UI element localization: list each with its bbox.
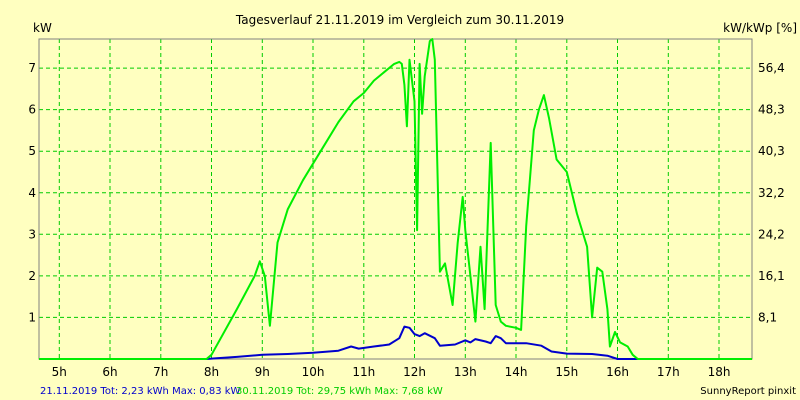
y-tick-label-left-1: 1 <box>28 310 36 324</box>
y-tick-label-right-48,3: 48,3 <box>758 103 785 117</box>
x-tick-label-9h: 9h <box>255 365 270 379</box>
y-tick-label-right-24,2: 24,2 <box>758 227 785 241</box>
y-tick-label-left-6: 6 <box>28 103 36 117</box>
y-tick-label-left-2: 2 <box>28 269 36 283</box>
series-line-21.11.2019 <box>39 325 752 360</box>
y-tick-label-left-3: 3 <box>28 227 36 241</box>
x-tick-label-12h: 12h <box>403 365 426 379</box>
x-tick-label-14h: 14h <box>505 365 528 379</box>
y-tick-label-left-7: 7 <box>28 61 36 75</box>
y-tick-label-right-40,3: 40,3 <box>758 144 785 158</box>
x-tick-label-16h: 16h <box>606 365 629 379</box>
x-tick-label-5h: 5h <box>52 365 67 379</box>
x-tick-label-13h: 13h <box>454 365 477 379</box>
y-tick-label-right-32,2: 32,2 <box>758 186 785 200</box>
y-tick-labels-right: 8,1 16,1 24,2 32,2 40,3 48,3 56,4 <box>758 61 785 324</box>
footer-series-a-summary: 21.11.2019 Tot: 2,23 kWh Max: 0,83 kW <box>40 386 241 397</box>
x-tick-label-18h: 18h <box>708 365 731 379</box>
x-tick-label-11h: 11h <box>352 365 375 379</box>
y-tick-labels-left: 1 2 3 4 5 6 7 <box>28 61 36 324</box>
y-axis-left-label: kW <box>33 21 52 35</box>
x-tick-label-15h: 15h <box>555 365 578 379</box>
y-tick-label-right-56,4: 56,4 <box>758 61 785 75</box>
x-tick-label-17h: 17h <box>657 365 680 379</box>
chart-series <box>39 38 752 360</box>
y-tick-label-left-5: 5 <box>28 144 36 158</box>
x-tick-label-8h: 8h <box>204 365 219 379</box>
footer-credit: SunnyReport pinxit <box>700 386 796 397</box>
x-tick-label-7h: 7h <box>153 365 168 379</box>
y-tick-label-right-8,1: 8,1 <box>758 310 777 324</box>
plot-frame <box>38 38 753 360</box>
x-tick-label-6h: 6h <box>102 365 117 379</box>
x-tick-labels: 5h 6h 7h 8h 9h 10h 11h 12h 13h 14h 15h 16h 17h 18h <box>52 365 731 379</box>
chart-grid <box>39 39 752 359</box>
x-tick-label-10h: 10h <box>302 365 325 379</box>
y-tick-label-left-4: 4 <box>28 186 36 200</box>
y-axis-right-label: kW/kWp [%] <box>723 21 797 35</box>
chart-title: Tagesverlauf 21.11.2019 im Vergleich zum… <box>235 13 564 27</box>
footer-series-b-summary: 30.11.2019 Tot: 29,75 kWh Max: 7,68 kW <box>236 386 443 397</box>
series-line-30.11.2019 <box>39 38 752 360</box>
y-tick-label-right-16,1: 16,1 <box>758 269 785 283</box>
